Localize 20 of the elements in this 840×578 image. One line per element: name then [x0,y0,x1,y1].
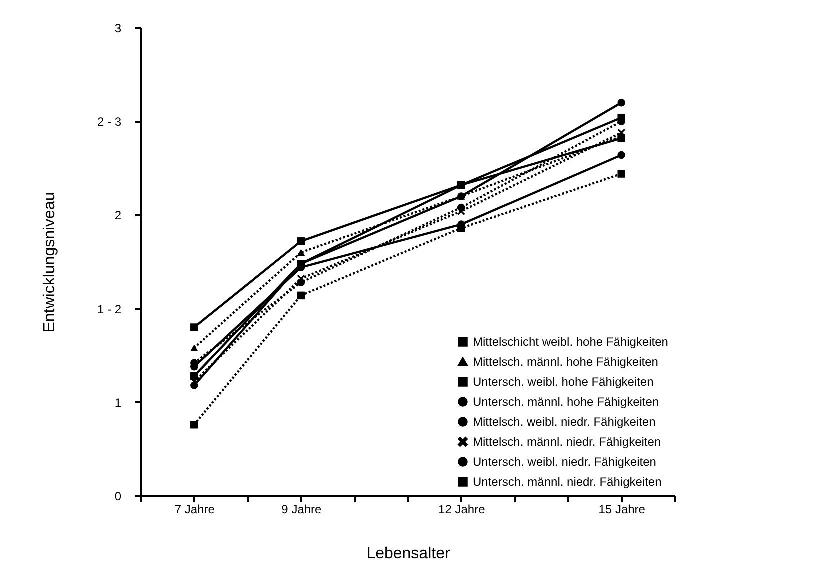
legend-label: Untersch. weibl. hohe Fähigkeiten [473,375,654,389]
y-tick-label: 2 [114,208,122,223]
legend-label: Mittelsch. männl. niedr. Fähigkeiten [473,435,662,449]
x-tick-label: 7 Jahre [174,502,216,516]
x-tick-label: 9 Jahre [282,502,322,516]
legend-label: Untersch. männl. niedr. Fähigkeiten [473,475,662,489]
legend-label: Untersch. weibl. niedr. Fähigkeiten [473,455,656,469]
x-axis-title: Lebensalter [366,546,451,562]
legend-label: Mittelschicht weibl. hohe Fähigkeiten [473,335,668,349]
x-tick-label: 12 Jahre [438,502,486,516]
y-axis-title: Entwicklungsniveau [41,192,58,333]
y-tick-label: 0 [114,490,122,504]
y-tick-label: 2 - 3 [97,115,122,130]
legend-label: Mittelsch. männl. hohe Fähigkeiten [473,355,658,369]
x-tick-label: 15 Jahre [598,502,646,516]
y-tick-label: 1 [114,396,122,410]
y-tick-label: 1 - 2 [97,302,122,316]
legend-label: Untersch. männl. hohe Fähigkeiten [473,395,660,409]
y-tick-label: 3 [114,22,122,36]
legend-label: Mittelsch. weibl. niedr. Fähigkeiten [473,415,656,429]
